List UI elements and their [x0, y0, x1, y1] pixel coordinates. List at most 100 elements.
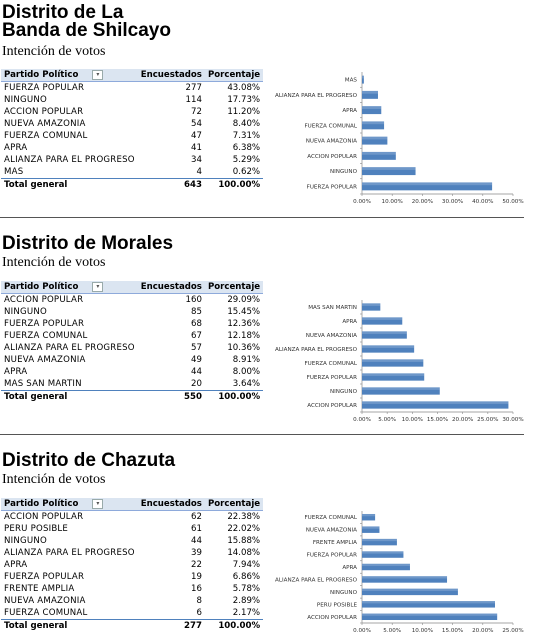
percent-cell: 7.31%: [232, 131, 261, 141]
party-cell: NUEVA AMAZONIA: [4, 119, 86, 129]
respondents-cell: 6: [196, 608, 202, 618]
party-cell: APRA: [4, 560, 28, 570]
bar: [362, 182, 493, 191]
party-cell: ALIANZA PARA EL PROGRESO: [4, 548, 135, 558]
table-row: ACCION POPULAR 62 22.38%: [1, 511, 263, 524]
category-label: ACCION POPULAR: [307, 403, 357, 409]
table-row: ACCION POPULAR 72 11.20%: [1, 106, 263, 118]
table-row: FUERZA COMUNAL 67 12.18%: [1, 330, 263, 342]
party-cell: APRA: [4, 367, 28, 377]
filter-dropdown-icon[interactable]: ▾: [92, 498, 104, 509]
table-row: MAS SAN MARTIN 20 3.64%: [1, 378, 263, 391]
header-party[interactable]: Partido Político ▾: [1, 69, 138, 82]
percent-cell: 12.18%: [227, 331, 261, 341]
filter-dropdown-icon[interactable]: ▾: [92, 281, 104, 292]
x-tick-label: 10.00%: [412, 628, 433, 634]
respondents-cell: 44: [191, 367, 202, 377]
bar: [362, 551, 404, 558]
party-cell: FUERZA COMUNAL: [4, 131, 88, 141]
party-cell: ALIANZA PARA EL PROGRESO: [4, 155, 135, 165]
total-label-cell: Total general: [1, 178, 138, 191]
section-subtitle: Intención de votos: [2, 255, 106, 270]
category-label: APRA: [342, 108, 357, 114]
bar-chart: 0.00% 10.00% 20.00% 30.00% 40.00% 50.00% FUERZ…: [275, 72, 524, 205]
percent-cell: 3.64%: [232, 379, 261, 389]
table-body: ACCION POPULAR 160 29.09% NINGUNO 85 15.45% FU…: [1, 294, 264, 403]
votes-table: Partido Político ▾ Encuestados Porcentaje…: [1, 69, 264, 191]
bar: [362, 588, 458, 596]
percent-cell: 22.38%: [227, 512, 261, 522]
bar: [362, 576, 448, 583]
header-party[interactable]: Partido Político ▾: [1, 281, 138, 294]
x-tick-label: 30.00%: [502, 417, 523, 423]
category-label: APRA: [342, 565, 357, 571]
party-cell: MAS SAN MARTIN: [4, 379, 82, 389]
respondents-cell: 67: [191, 331, 202, 341]
x-tick-label: 30.00%: [442, 199, 463, 205]
percent-cell: 2.89%: [232, 596, 261, 606]
respondents-cell: 4: [196, 167, 202, 177]
bar-highlight: [362, 551, 404, 554]
bar-highlight: [362, 331, 407, 334]
party-cell: NUEVA AMAZONIA: [4, 596, 86, 606]
table-row: NINGUNO 85 15.45%: [1, 306, 263, 318]
x-tick-label: 15.00%: [427, 417, 448, 423]
category-label: NINGUNO: [330, 389, 358, 395]
bar-highlight: [362, 317, 403, 320]
percent-cell: 8.40%: [232, 119, 261, 129]
table-body: ACCION POPULAR 62 22.38% PERU POSIBLE 61 22.0…: [1, 511, 264, 632]
divider: [0, 434, 524, 435]
party-cell: ACCION POPULAR: [4, 295, 84, 305]
divider: [0, 217, 524, 218]
category-label: FUERZA POPULAR: [307, 184, 357, 190]
table-row: FUERZA COMUNAL 6 2.17%: [1, 607, 263, 620]
bar-highlight: [362, 182, 493, 186]
party-cell: FRENTE AMPLIA: [4, 584, 75, 594]
table-row: NUEVA AMAZONIA 49 8.91%: [1, 354, 263, 366]
x-tick-label: 25.00%: [502, 628, 523, 634]
percent-cell: 6.86%: [232, 572, 261, 582]
respondents-cell: 44: [191, 536, 202, 546]
total-row: Total general 550 100.00%: [1, 390, 264, 403]
bar-highlight: [362, 75, 364, 79]
section-subtitle: Intención de votos: [2, 44, 106, 59]
bar: [362, 538, 397, 546]
x-tick-label: 20.00%: [412, 199, 433, 205]
filter-dropdown-icon[interactable]: ▾: [92, 69, 104, 80]
header-party[interactable]: Partido Político ▾: [1, 498, 138, 511]
bar: [362, 373, 425, 381]
table-row: APRA 22 7.94%: [1, 559, 263, 571]
table-row: ALIANZA PARA EL PROGRESO 39 14.08%: [1, 547, 263, 559]
table-header: Partido Político ▾ Encuestados Porcentaje: [1, 498, 264, 511]
votes-table: Partido Político ▾ Encuestados Porcentaje…: [1, 281, 264, 403]
percent-cell: 7.94%: [232, 560, 261, 570]
party-cell: PERU POSIBLE: [4, 524, 69, 534]
table-row: FUERZA POPULAR 277 43.08%: [1, 82, 263, 95]
x-tick-label: 20.00%: [452, 417, 473, 423]
bar: [362, 359, 424, 367]
table-header: Partido Político ▾ Encuestados Porcentaje: [1, 69, 264, 82]
percent-cell: 5.78%: [232, 584, 261, 594]
table-row: FUERZA COMUNAL 47 7.31%: [1, 130, 263, 142]
party-cell: APRA: [4, 143, 28, 153]
total-percent-cell: 100.00%: [204, 619, 264, 632]
header-percent: Porcentaje: [204, 281, 264, 294]
bar-highlight: [362, 121, 385, 125]
bar: [362, 387, 440, 395]
category-label: NUEVA AMAZONIA: [306, 139, 357, 145]
bar-highlight: [362, 136, 388, 140]
section-morales: Distrito de Morales Intención de votos P…: [0, 218, 539, 433]
respondents-cell: 41: [191, 143, 202, 153]
title-line-2: Banda de Shilcayo: [2, 20, 171, 41]
section-title: Distrito de La Banda de Shilcayo: [2, 3, 171, 41]
table-row: NINGUNO 44 15.88%: [1, 535, 263, 547]
category-label: FUERZA POPULAR: [307, 553, 357, 559]
percent-cell: 8.91%: [232, 355, 261, 365]
bar-highlight: [362, 588, 458, 591]
respondents-cell: 68: [191, 319, 202, 329]
table-row: FUERZA POPULAR 68 12.36%: [1, 318, 263, 330]
category-label: ALIANZA PARA EL PROGRESO: [275, 347, 358, 353]
category-label: ALIANZA PARA EL PROGRESO: [275, 93, 358, 99]
party-cell: ACCION POPULAR: [4, 107, 84, 117]
bar-highlight: [362, 576, 448, 579]
